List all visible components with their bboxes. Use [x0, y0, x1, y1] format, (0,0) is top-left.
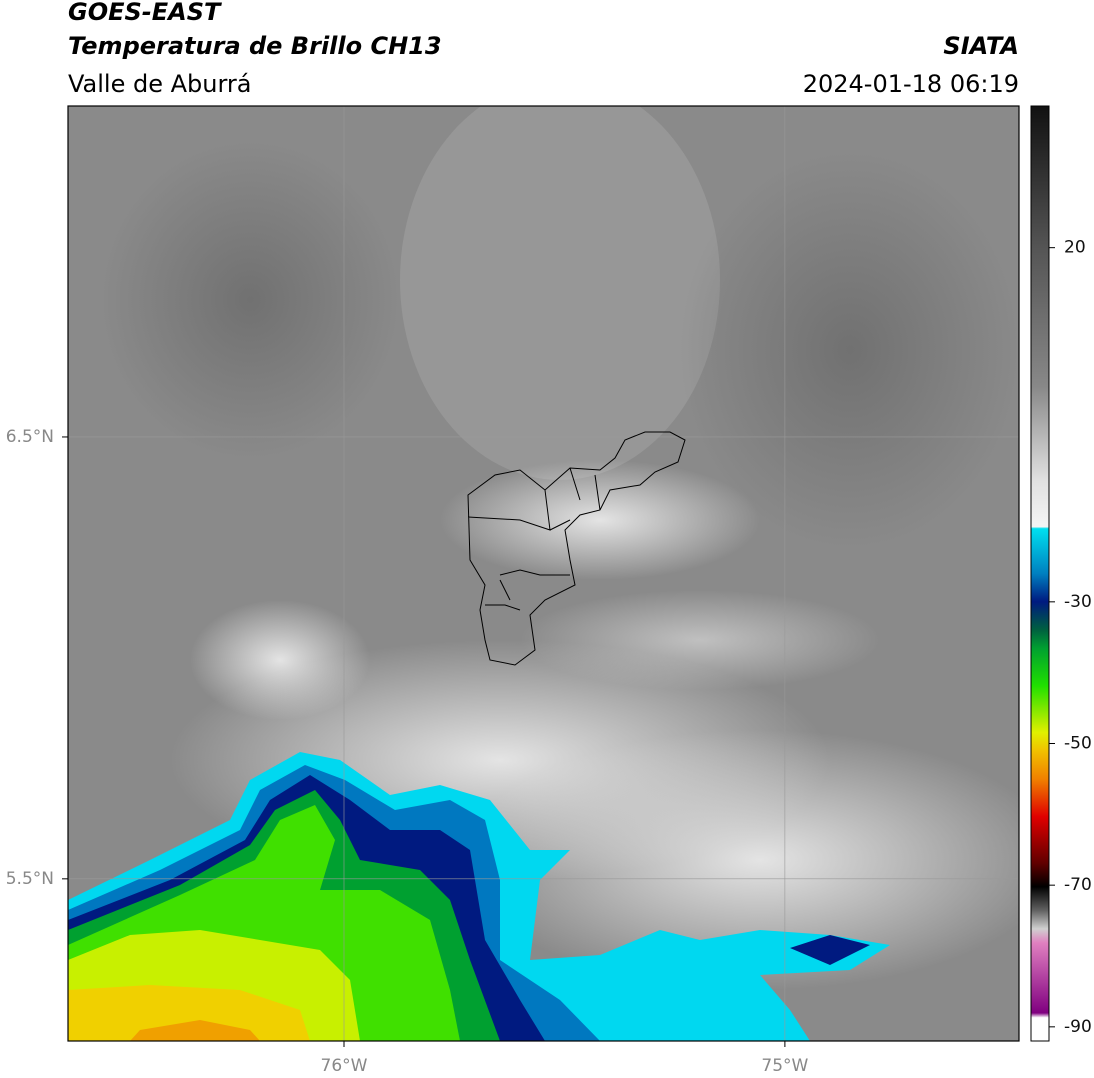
- x-tick-label: 75°W: [761, 1056, 808, 1076]
- colorbar: [1030, 105, 1050, 1042]
- subtitle: Valle de Aburrá: [68, 70, 252, 98]
- colorbar-tick-label: -90: [1064, 1017, 1092, 1037]
- colorbar-tick-label: 20: [1064, 238, 1086, 258]
- y-tick-label: 5.5°N: [6, 869, 54, 889]
- colorbar-tick-label: -30: [1064, 592, 1092, 612]
- source: SIATA: [943, 32, 1019, 60]
- x-tick-label: 76°W: [321, 1056, 368, 1076]
- colorbar-tick-label: -50: [1064, 734, 1092, 754]
- y-tick-label: 6.5°N: [6, 427, 54, 447]
- map-frame: [67, 105, 1020, 1042]
- title: Temperatura de Brillo CH13: [68, 32, 442, 60]
- datetime: 2024-01-18 06:19: [803, 70, 1019, 98]
- colorbar-ticks: 20 -30 -50 -70 -90: [1049, 238, 1092, 1037]
- satellite-image: [68, 106, 1019, 1041]
- valley-boundary: [467, 431, 686, 666]
- graticule: 76°W 75°W 6.5°N 5.5°N: [6, 106, 1019, 1076]
- colorbar-tick-label: -70: [1064, 875, 1092, 895]
- title: GOES-EAST: [68, 0, 222, 26]
